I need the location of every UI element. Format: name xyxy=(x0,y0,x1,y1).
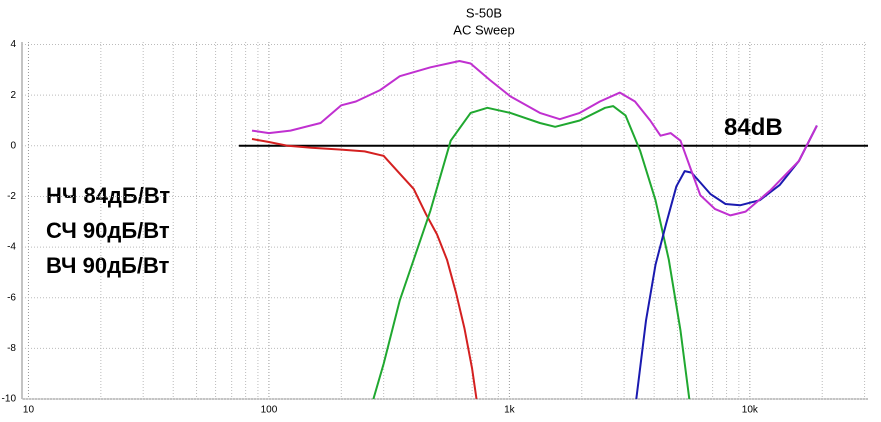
y-tick-label: -2 xyxy=(7,191,16,202)
y-tick-label: 2 xyxy=(10,90,16,101)
y-tick-label: -6 xyxy=(7,292,16,303)
x-tick-label: 100 xyxy=(261,405,278,416)
y-tick-label: -10 xyxy=(2,394,17,405)
y-tick-label: 0 xyxy=(10,140,16,151)
y-tick-label: -8 xyxy=(7,343,16,354)
x-tick-label: 10k xyxy=(742,405,759,416)
reference-label: 84dB xyxy=(724,114,783,141)
y-tick-label: -4 xyxy=(7,242,16,253)
annotation: СЧ 90дБ/Вт xyxy=(46,218,170,243)
series-line xyxy=(372,105,691,400)
x-tick-label: 10 xyxy=(23,405,35,416)
series-line xyxy=(251,138,478,400)
annotation: НЧ 84дБ/Вт xyxy=(46,183,170,208)
chart-title: S-50B xyxy=(466,5,502,20)
series-line xyxy=(251,60,818,217)
x-tick-label: 1k xyxy=(504,405,516,416)
y-tick-label: 4 xyxy=(10,39,16,50)
annotation: ВЧ 90дБ/Вт xyxy=(46,253,170,278)
chart-subtitle: AC Sweep xyxy=(453,22,514,37)
series-line xyxy=(635,125,818,400)
